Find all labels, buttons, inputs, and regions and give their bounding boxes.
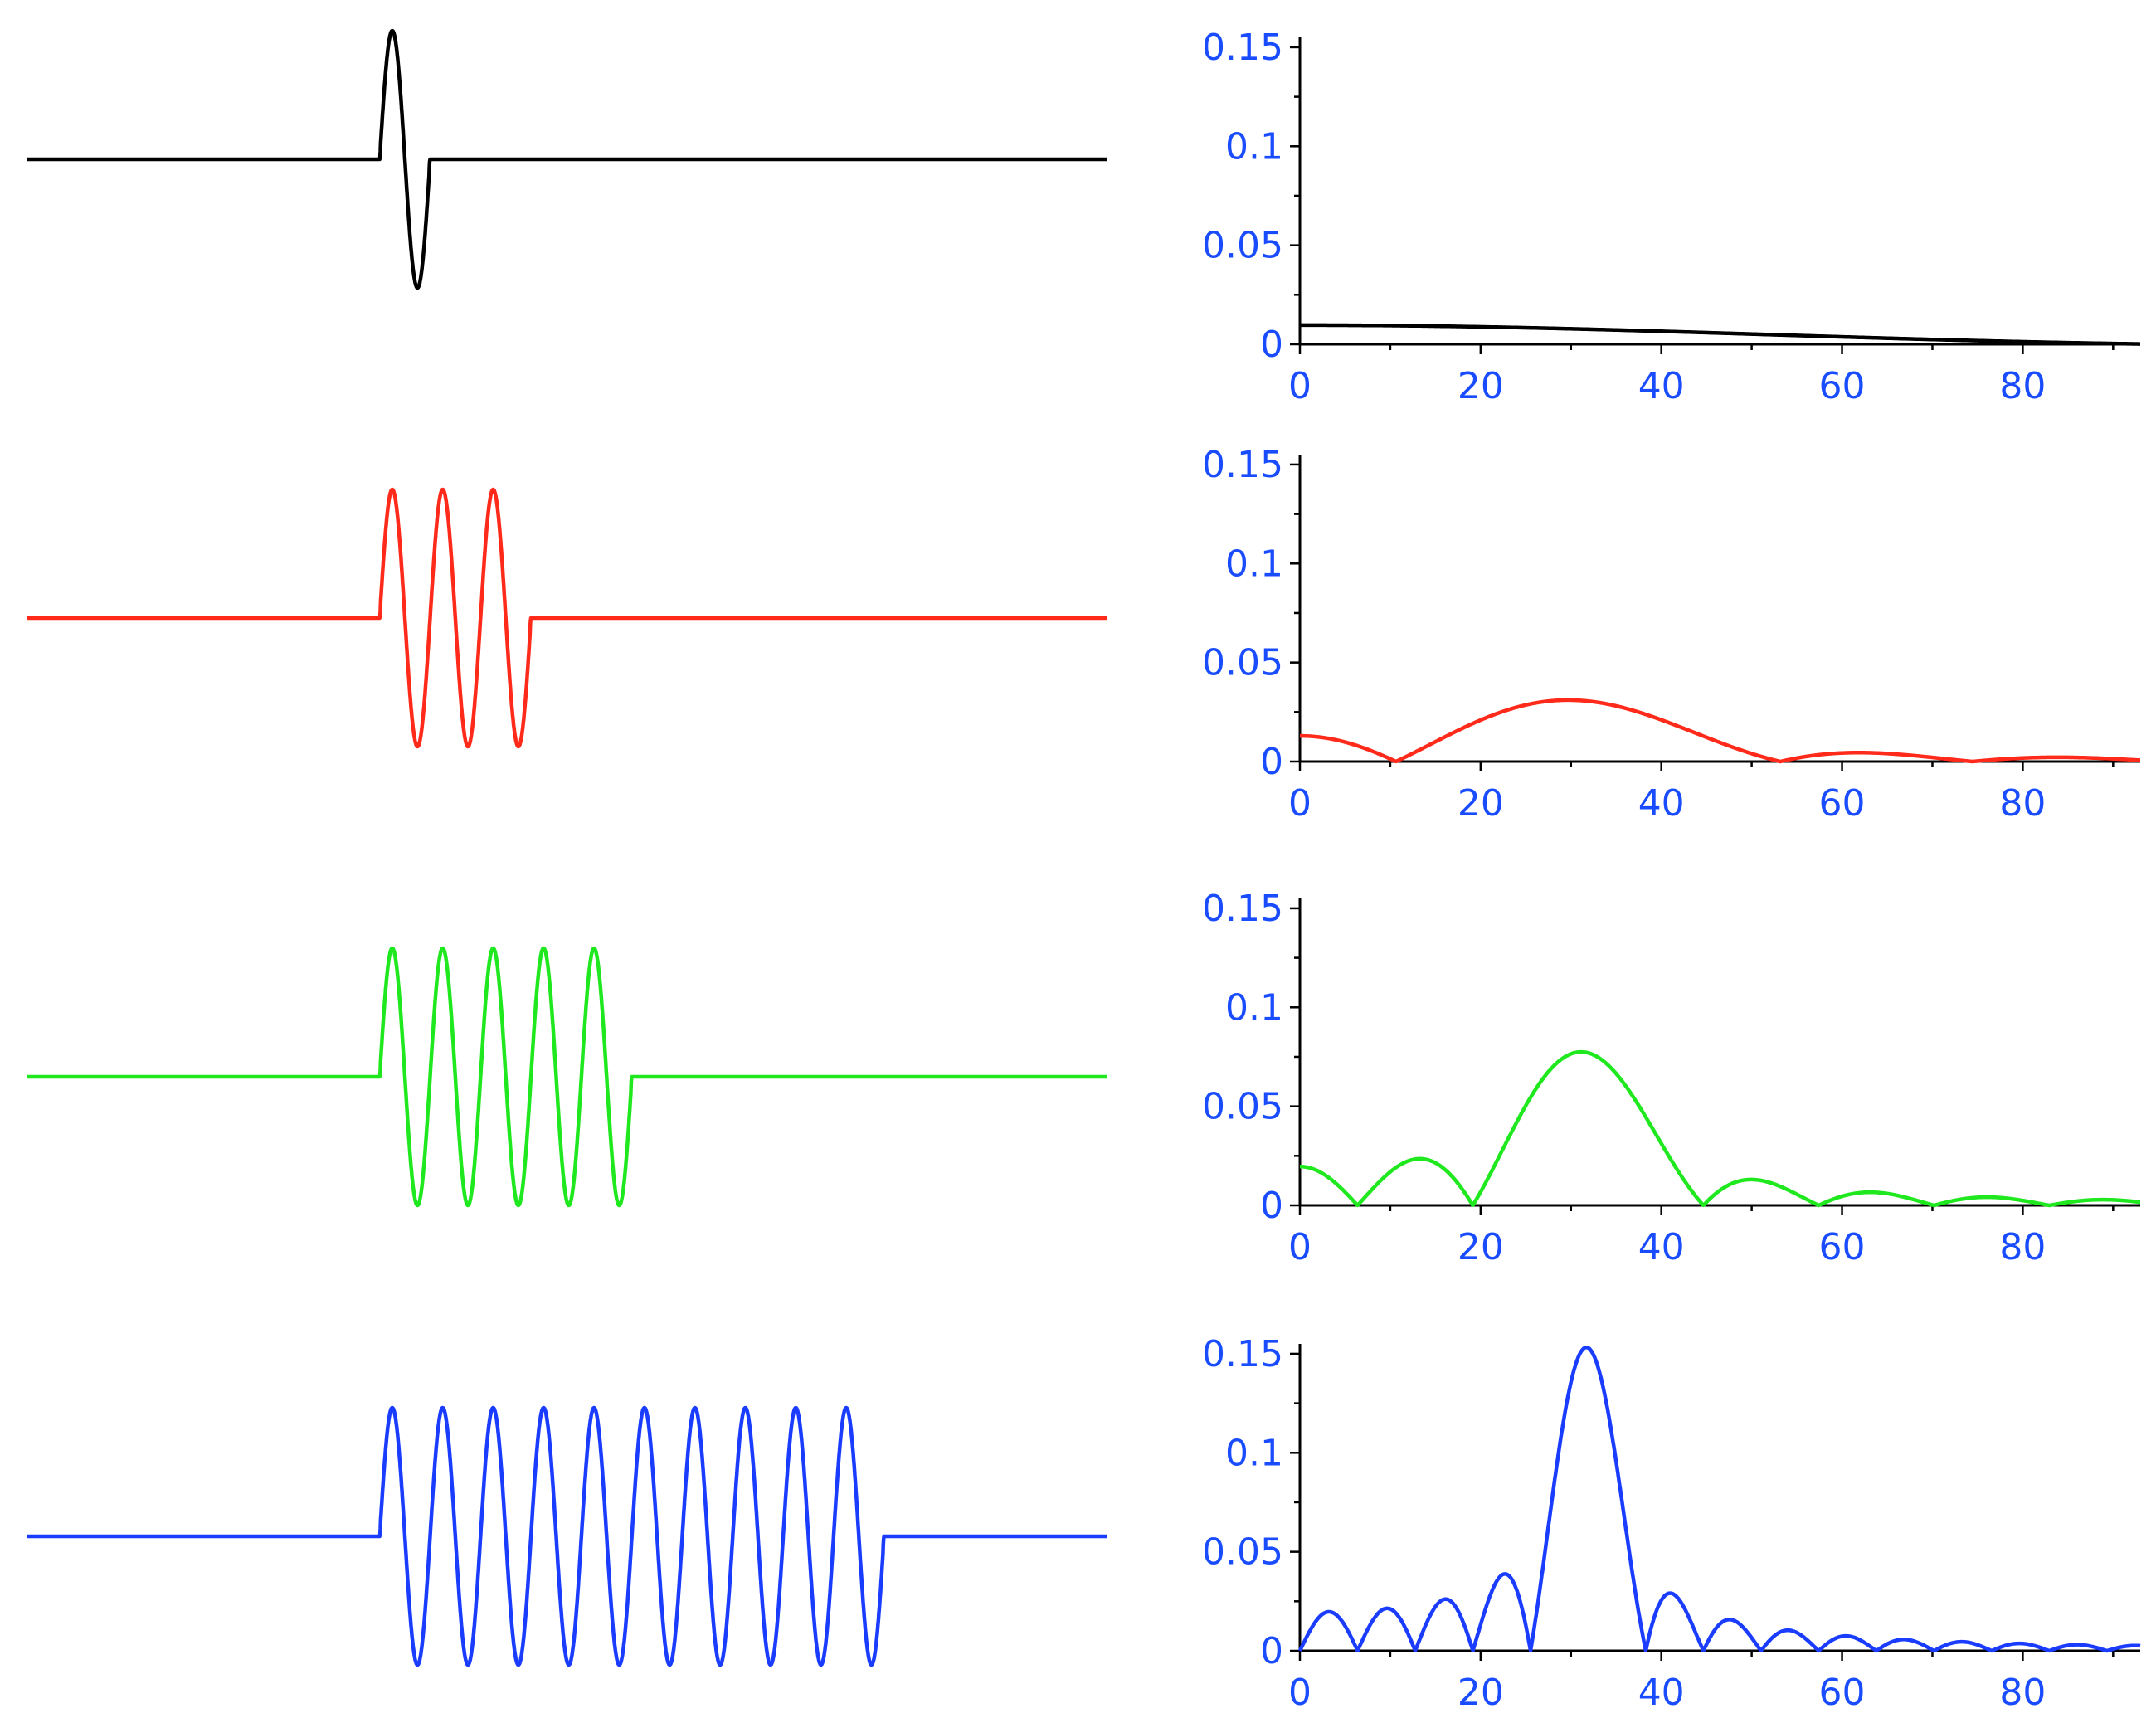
x-tick-label: 60	[1819, 365, 1866, 407]
y-tick-label: 0.1	[1225, 986, 1283, 1029]
y-tick-label: 0.1	[1225, 125, 1283, 168]
spectrum-series-line-3	[1298, 1049, 2142, 1208]
x-tick-label: 80	[1999, 782, 2046, 825]
x-tick-label: 20	[1458, 1226, 1504, 1268]
x-tick-label: 0	[1288, 365, 1312, 407]
y-tick-label: 0	[1260, 1630, 1283, 1672]
x-tick-label: 80	[1999, 365, 2046, 407]
spectrum-panel-4: 0 20 40 60 80 0 0.05 0.1 0.15	[1202, 1333, 2142, 1714]
y-tick-label: 0.05	[1202, 225, 1283, 267]
y-tick-label: 0	[1260, 1185, 1283, 1227]
signal-series-line-3	[25, 946, 1109, 1208]
y-tick-label: 0.15	[1202, 444, 1283, 486]
x-tick-label: 40	[1638, 1226, 1685, 1268]
x-tick-label: 80	[1999, 1226, 2046, 1268]
signal-panel-3	[25, 946, 1109, 1208]
x-tick-label: 0	[1288, 1672, 1312, 1714]
y-tick-label: 0.05	[1202, 642, 1283, 684]
x-tick-label: 40	[1638, 782, 1685, 825]
signal-panel-1	[25, 28, 1109, 290]
x-tick-label: 20	[1458, 1672, 1504, 1714]
y-tick-label: 0.1	[1225, 1432, 1283, 1474]
spectrum-panel-2: 0 20 40 60 80 0 0.05 0.1 0.15	[1202, 444, 2142, 825]
y-tick-label: 0	[1260, 741, 1283, 783]
x-tick-label: 20	[1458, 365, 1504, 407]
spectrum-panel-3: 0 20 40 60 80 0 0.05 0.1 0.15	[1202, 888, 2142, 1268]
signal-series-line-4	[25, 1405, 1109, 1667]
x-tick-label: 80	[1999, 1672, 2046, 1714]
spectrum-series-line-1	[1298, 323, 2142, 346]
y-tick-label: 0.15	[1202, 27, 1283, 69]
spectrum-panel-1: 0 20 40 60 80 0 0.05 0.1 0.15	[1202, 27, 2142, 407]
x-tick-label: 0	[1288, 782, 1312, 825]
x-tick-label: 60	[1819, 782, 1866, 825]
spectrum-series-line-2	[1298, 698, 2142, 764]
y-tick-label: 0.1	[1225, 543, 1283, 585]
y-tick-label: 0.05	[1202, 1531, 1283, 1574]
signal-series-line-2	[25, 487, 1109, 749]
signal-panel-4	[25, 1405, 1109, 1667]
x-tick-label: 0	[1288, 1226, 1312, 1268]
x-tick-label: 60	[1819, 1226, 1866, 1268]
signal-series-line-1	[25, 28, 1109, 290]
y-tick-label: 0	[1260, 324, 1283, 366]
y-tick-label: 0.05	[1202, 1086, 1283, 1128]
spectrum-series-line-4	[1297, 1345, 2142, 1653]
signal-panel-2	[25, 487, 1109, 749]
y-tick-label: 0.15	[1202, 1333, 1283, 1375]
x-tick-label: 40	[1638, 365, 1685, 407]
x-tick-label: 20	[1458, 782, 1504, 825]
x-tick-label: 40	[1638, 1672, 1685, 1714]
x-tick-label: 60	[1819, 1672, 1866, 1714]
y-tick-label: 0.15	[1202, 888, 1283, 930]
